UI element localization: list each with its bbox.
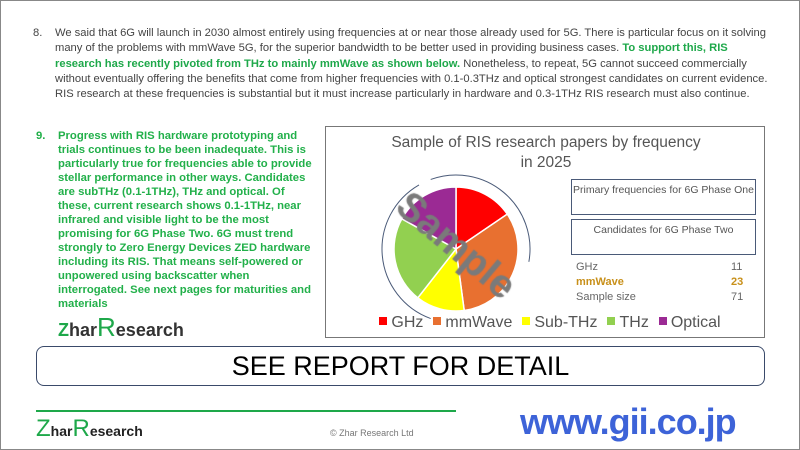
paragraph-number: 8. <box>33 27 43 39</box>
see-report-banner: SEE REPORT FOR DETAIL <box>36 346 765 386</box>
chart-legend: GHz mmWave Sub-THz THz Optical <box>326 313 764 333</box>
table-value: 11 <box>731 261 743 273</box>
legend-swatch <box>379 317 388 325</box>
legend-swatch <box>658 317 667 325</box>
footer-divider <box>36 410 456 412</box>
legend-label: THz <box>619 314 649 331</box>
table-label: GHz <box>576 261 598 273</box>
table-value: 23 <box>731 276 744 288</box>
watermark-url: www.gii.co.jp <box>520 401 737 442</box>
copyright: © Zhar Research Ltd <box>330 428 414 438</box>
legend-label: mmWave <box>445 314 513 331</box>
zhar-logo-overlay: ZharResearch <box>58 312 184 342</box>
chart-title: Sample of RIS research papers by frequen… <box>391 134 701 171</box>
legend-swatch <box>607 317 616 325</box>
annotation-phase-one: Primary frequencies for 6G Phase One <box>571 179 756 215</box>
legend-label: Sub-THz <box>534 314 598 331</box>
paragraph-text: Nonetheless, to repeat, 5G cannot succee… <box>55 57 768 101</box>
legend-swatch <box>522 317 531 325</box>
pie-chart: Sample of RIS research papers by frequen… <box>325 126 765 338</box>
paragraph-text: Progress with RIS hardware prototyping a… <box>58 130 312 310</box>
table-label: mmWave <box>576 276 624 288</box>
legend-swatch <box>433 317 442 325</box>
paragraph-8: 8. We said that 6G will launch in 2030 a… <box>33 26 773 102</box>
paragraph-highlight: To support this, RIS research has recent… <box>55 42 728 70</box>
annotation-phase-two: Candidates for 6G Phase Two <box>571 219 756 255</box>
paragraph-9: 9. Progress with RIS hardware prototypin… <box>36 129 316 311</box>
legend-label: GHz <box>391 314 424 331</box>
legend-label: Optical <box>670 314 721 331</box>
zhar-research-logo: ZharResearch <box>36 415 143 442</box>
sample-size-value: 71 <box>731 291 744 303</box>
sample-size-label: Sample size <box>576 291 636 303</box>
paragraph-number: 9. <box>36 130 46 142</box>
paragraph-text: We said that 6G will launch in 2030 almo… <box>55 27 766 55</box>
